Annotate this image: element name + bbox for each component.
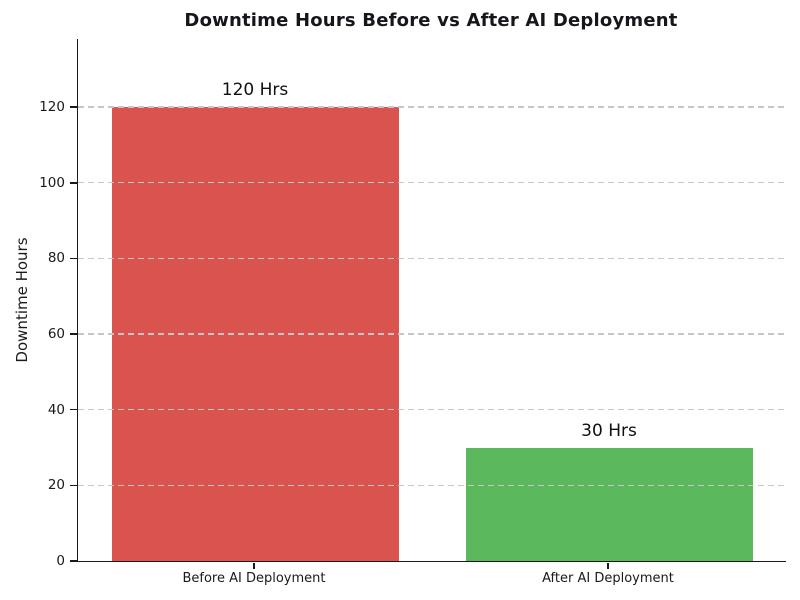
gridline: [78, 484, 786, 486]
y-tick-label: 100: [39, 174, 65, 191]
y-tick-label: 120: [39, 99, 65, 116]
y-tick-label: 20: [47, 477, 65, 494]
bar-value-label: 120 Hrs: [221, 80, 289, 101]
y-tick-mark: [70, 333, 77, 335]
y-tick-label: 60: [47, 326, 65, 343]
y-tick-label: 80: [47, 250, 65, 267]
bar-value-label: 30 Hrs: [581, 420, 637, 441]
bar: [465, 447, 753, 561]
gridline: [78, 106, 786, 108]
y-tick-mark: [70, 106, 77, 108]
y-tick-label: 40: [47, 401, 65, 418]
y-tick-mark: [70, 181, 77, 184]
x-tick-label: After AI Deployment: [542, 571, 674, 586]
gridline: [78, 257, 786, 259]
y-tick-mark: [70, 560, 77, 562]
gridline: [78, 182, 786, 184]
chart-title: Downtime Hours Before vs After AI Deploy…: [184, 10, 678, 31]
y-tick-mark: [70, 257, 77, 260]
x-tick-mark: [607, 563, 609, 569]
y-tick-mark: [70, 484, 77, 487]
gridline: [78, 333, 786, 335]
gridline: [78, 409, 786, 411]
x-tick-mark: [253, 563, 255, 569]
x-tick-label: Before AI Deployment: [182, 571, 326, 586]
y-tick-mark: [70, 408, 77, 411]
y-tick-label: 0: [56, 553, 65, 569]
plot-area: 120 Hrs 30 Hrs: [77, 39, 786, 562]
y-axis-label: Downtime Hours: [13, 237, 31, 363]
